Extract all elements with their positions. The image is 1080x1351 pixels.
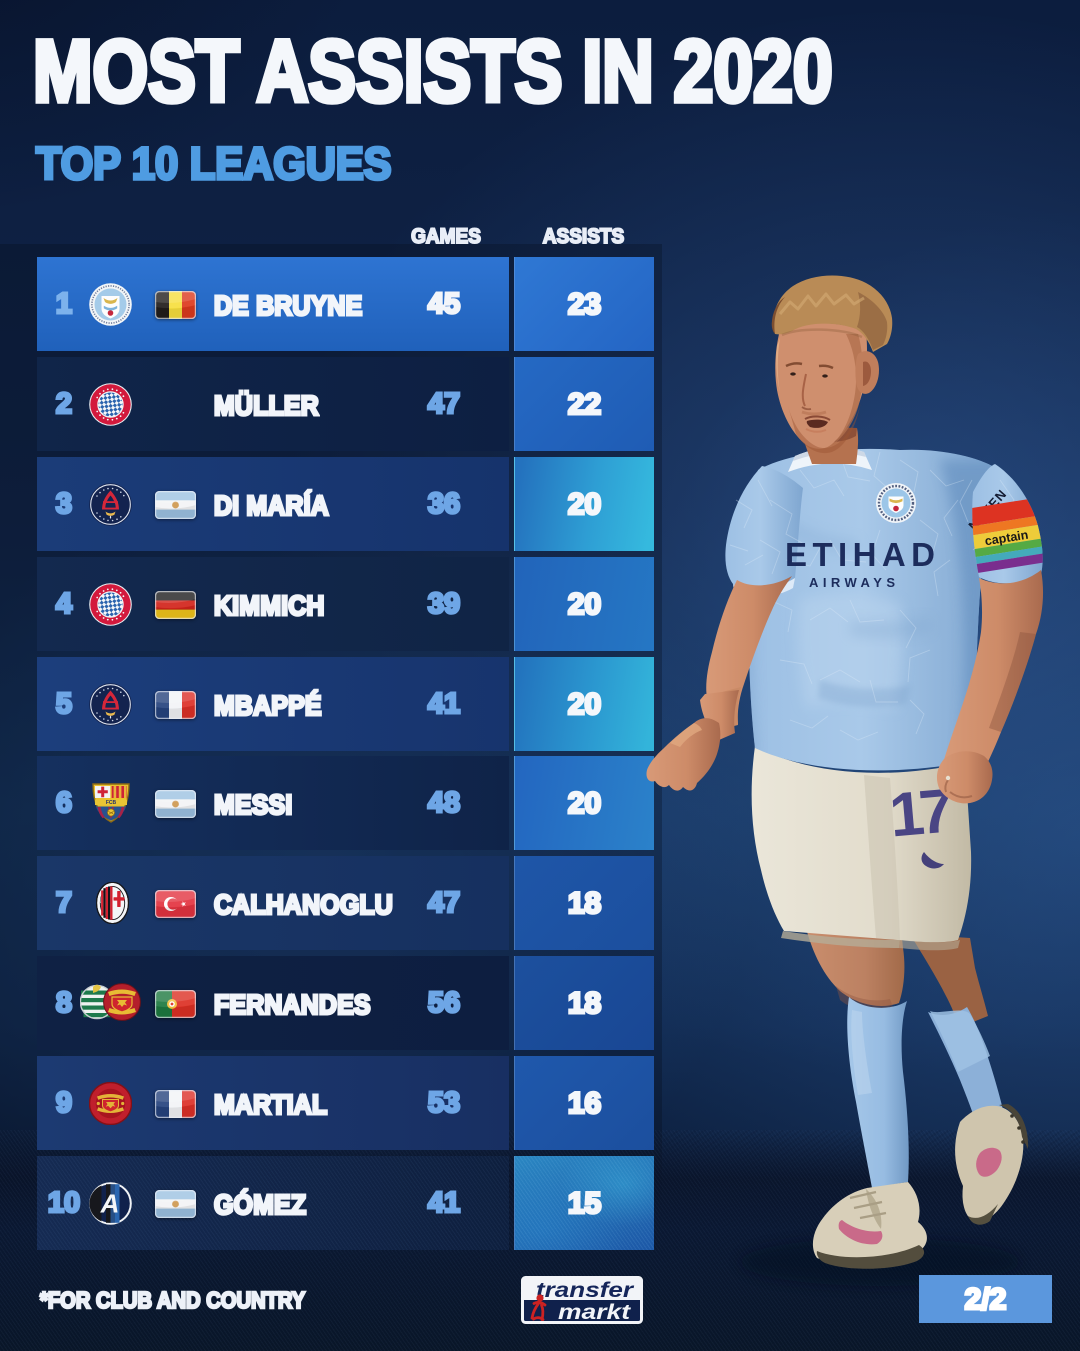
svg-text:A: A [100,1189,120,1219]
svg-text:FCB: FCB [106,800,117,806]
svg-text:markt: markt [558,1301,631,1324]
svg-text:transfer: transfer [536,1279,635,1302]
svg-text:ETIHAD: ETIHAD [785,536,937,573]
svg-text:AIRWAYS: AIRWAYS [809,575,901,590]
svg-text:captain: captain [984,528,1029,549]
